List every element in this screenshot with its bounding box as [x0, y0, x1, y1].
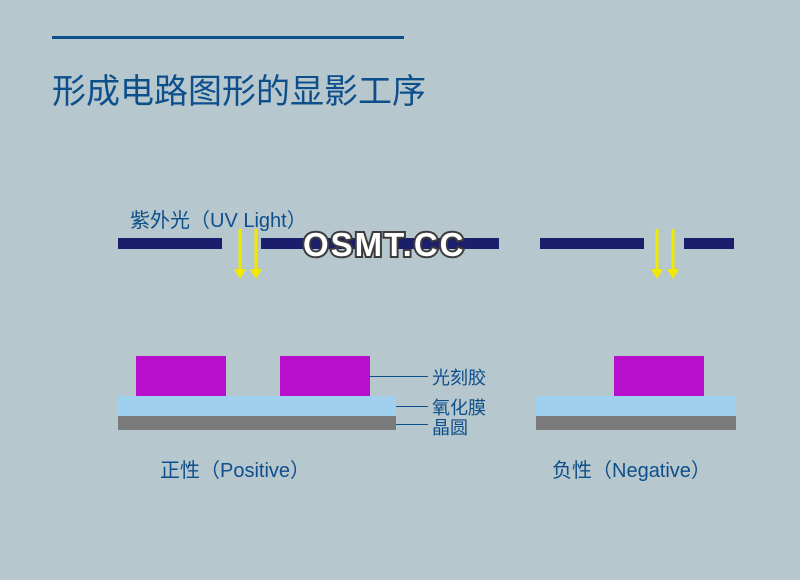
mask-segment [540, 238, 644, 249]
oxide-layer [118, 396, 396, 416]
photoresist-layer [280, 356, 370, 396]
wafer-layer [536, 416, 736, 430]
watermark: OSMT.CC OSMT.CC [303, 226, 466, 264]
uv-arrow-icon [250, 0, 262, 300]
uv-arrow-icon [234, 0, 246, 300]
uv-arrow-icon [651, 0, 663, 300]
mask-segment [684, 238, 734, 249]
oxide-layer [536, 396, 736, 416]
mask-segment [118, 238, 222, 249]
photoresist-layer [136, 356, 226, 396]
uv-light-label: 紫外光（UV Light） [130, 204, 307, 233]
uv-arrow-icon [667, 0, 679, 300]
wafer-layer [118, 416, 396, 430]
photoresist-layer [614, 356, 704, 396]
positive-label: 正性（Positive） [160, 454, 310, 483]
legend-leader-line [396, 406, 428, 407]
legend-leader-line [370, 376, 428, 377]
legend-label: 光刻胶 [432, 364, 486, 390]
negative-label: 负性（Negative） [552, 454, 711, 483]
title-underline [52, 36, 404, 39]
legend-leader-line [396, 424, 428, 425]
legend-label: 晶圆 [432, 414, 468, 440]
